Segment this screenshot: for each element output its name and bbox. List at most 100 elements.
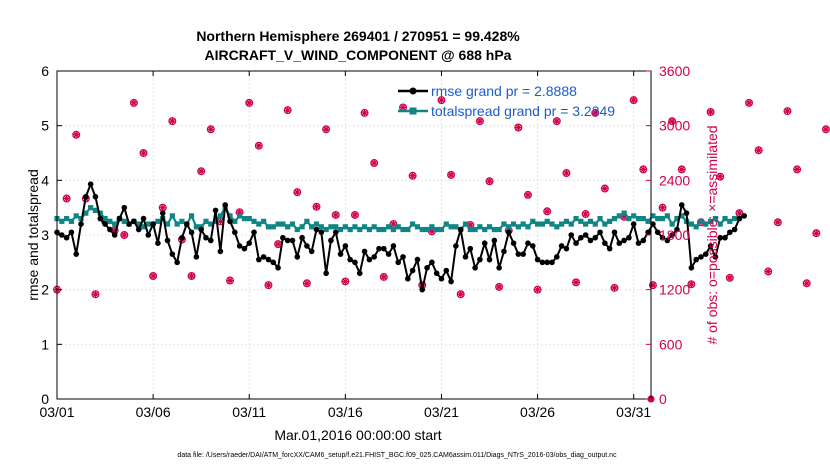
- rmse-marker: [68, 229, 75, 236]
- rmse-marker: [621, 237, 627, 244]
- rmse-marker: [659, 234, 666, 241]
- obs-assimilated-marker: [207, 126, 214, 133]
- rmse-marker: [78, 221, 84, 227]
- totalspread-marker: [453, 224, 459, 230]
- totalspread-marker: [419, 226, 425, 233]
- obs-point: [379, 272, 388, 281]
- totalspread-marker: [645, 218, 651, 224]
- obs-assimilated-marker: [592, 109, 599, 117]
- obs-assimilated-marker: [159, 204, 166, 211]
- totalspread-marker: [414, 224, 421, 230]
- rmse-marker: [207, 237, 214, 244]
- obs-possible-marker: [254, 141, 263, 150]
- obs-possible-marker: [485, 177, 494, 186]
- rmse-marker: [568, 232, 575, 238]
- rmse-marker: [477, 256, 483, 263]
- totalspread-marker: [462, 221, 469, 227]
- rmse-marker: [438, 275, 445, 282]
- obs-possible-marker: [764, 267, 773, 276]
- rmse-marker: [678, 202, 685, 208]
- obs-point: [812, 229, 821, 238]
- totalspread-marker: [443, 221, 449, 227]
- obs-possible-marker: [677, 165, 686, 174]
- y-right-tick-label: 0: [659, 391, 667, 407]
- totalspread-marker: [390, 226, 397, 233]
- rmse-marker: [251, 229, 257, 236]
- obs-assimilated-marker: [793, 166, 801, 173]
- totalspread-marker: [275, 221, 281, 227]
- x-tick-label: 03/11: [232, 404, 266, 420]
- rmse-marker: [563, 245, 570, 252]
- rmse-marker: [395, 259, 402, 266]
- totalspread-marker: [68, 218, 75, 224]
- obs-point: [274, 240, 283, 249]
- totalspread-marker: [121, 218, 127, 224]
- totalspread-marker: [530, 218, 536, 224]
- totalspread-marker: [347, 226, 353, 233]
- obs-point: [475, 117, 484, 126]
- rmse-marker: [169, 251, 176, 257]
- rmse-marker: [731, 226, 738, 233]
- totalspread-marker: [217, 213, 223, 219]
- obs-point: [658, 203, 667, 212]
- rmse-marker: [606, 245, 613, 252]
- totalspread-marker: [232, 218, 238, 224]
- rmse-marker: [443, 267, 450, 274]
- rmse-marker: [289, 237, 296, 244]
- obs-point: [639, 165, 648, 174]
- totalspread-marker: [693, 224, 699, 230]
- totalspread-marker: [501, 221, 507, 227]
- rmse-marker: [405, 275, 411, 282]
- totalspread-marker: [237, 213, 243, 219]
- obs-point: [764, 267, 773, 276]
- obs-assimilated-marker: [370, 159, 378, 167]
- rmse-marker: [534, 256, 541, 263]
- obs-point: [668, 117, 677, 126]
- obs-assimilated-marker: [668, 117, 676, 125]
- rmse-marker: [707, 243, 714, 249]
- totalspread-marker: [97, 210, 103, 216]
- totalspread-marker: [655, 216, 661, 222]
- obs-assimilated-marker: [476, 117, 484, 125]
- totalspread-marker: [467, 226, 473, 233]
- obs-assimilated-marker: [351, 211, 359, 219]
- rmse-marker: [640, 237, 647, 244]
- totalspread-marker: [491, 226, 497, 233]
- totalspread-marker: [299, 224, 305, 230]
- obs-possible-marker: [456, 290, 465, 299]
- totalspread-marker: [136, 221, 142, 227]
- obs-point: [687, 280, 696, 289]
- obs-point: [783, 107, 792, 116]
- rmse-marker: [280, 234, 286, 241]
- rmse-marker: [150, 221, 156, 227]
- totalspread-marker: [289, 221, 296, 227]
- rmse-marker: [376, 245, 382, 252]
- totalspread-marker: [280, 221, 286, 227]
- rmse-marker: [400, 254, 406, 260]
- obs-point: [302, 279, 311, 288]
- totalspread-marker: [482, 226, 488, 233]
- rmse-marker: [424, 265, 430, 271]
- obs-point: [716, 172, 725, 181]
- obs-possible-marker: [533, 285, 542, 294]
- rmse-marker: [83, 193, 89, 200]
- rmse-marker: [385, 251, 392, 257]
- totalspread-marker: [602, 221, 608, 227]
- obs-point: [543, 207, 552, 216]
- obs-assimilated-marker: [640, 166, 647, 173]
- rmse-marker: [332, 229, 339, 236]
- totalspread-marker: [193, 224, 199, 230]
- totalspread-marker: [448, 224, 454, 230]
- totalspread-marker: [506, 224, 512, 230]
- totalspread-marker: [727, 218, 733, 224]
- obs-point: [533, 285, 542, 294]
- obs-assimilated-marker: [678, 166, 685, 173]
- obs-assimilated-marker: [601, 185, 609, 192]
- rmse-marker: [337, 251, 344, 257]
- obs-assimilated-marker: [717, 173, 724, 180]
- totalspread-marker: [659, 216, 666, 222]
- totalspread-marker: [434, 226, 440, 233]
- obs-point: [677, 165, 686, 174]
- totalspread-marker: [650, 213, 656, 219]
